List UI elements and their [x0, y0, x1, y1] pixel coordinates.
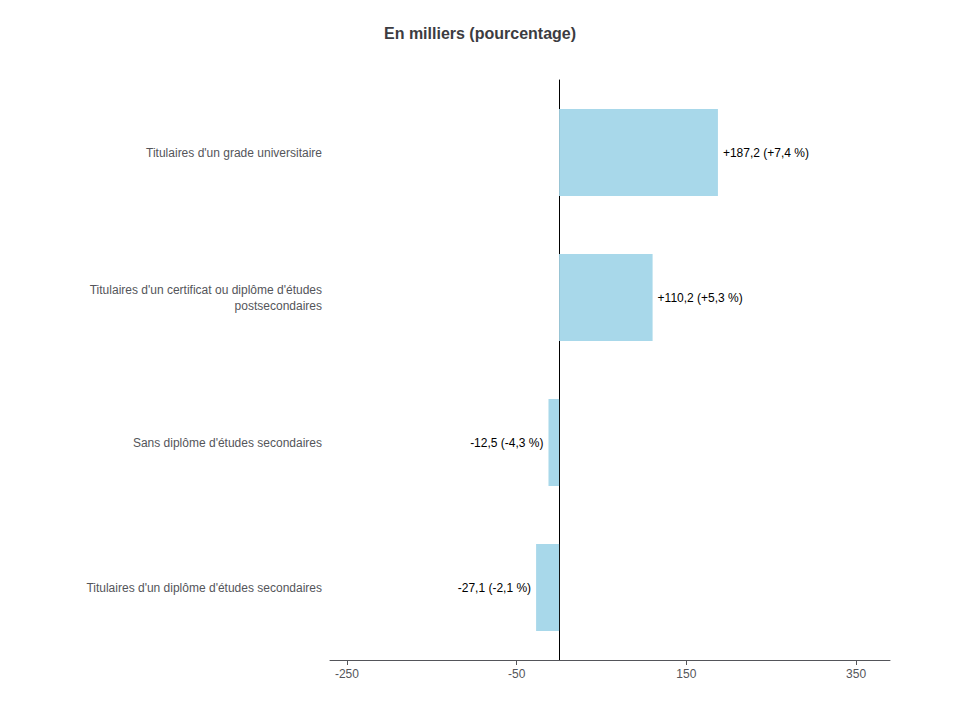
svg-text:350: 350 — [846, 667, 866, 681]
svg-text:-250: -250 — [335, 667, 359, 681]
svg-text:+187,2 (+7,4 %): +187,2 (+7,4 %) — [723, 146, 809, 160]
svg-text:Titulaires d'un grade universi: Titulaires d'un grade universitaire — [146, 146, 322, 160]
svg-text:Titulaires d'un certificat ou: Titulaires d'un certificat ou diplôme d'… — [90, 283, 322, 297]
svg-text:Sans diplôme d'études secondai: Sans diplôme d'études secondaires — [133, 436, 322, 450]
svg-text:-27,1 (-2,1 %): -27,1 (-2,1 %) — [458, 581, 531, 595]
svg-text:En milliers (pourcentage): En milliers (pourcentage) — [384, 25, 576, 42]
svg-text:-50: -50 — [508, 667, 526, 681]
svg-text:Titulaires d'un diplôme d'étud: Titulaires d'un diplôme d'études seconda… — [86, 581, 322, 595]
svg-text:+110,2 (+5,3 %): +110,2 (+5,3 %) — [658, 291, 743, 305]
svg-text:postsecondaires: postsecondaires — [235, 299, 322, 313]
svg-text:150: 150 — [676, 667, 696, 681]
svg-text:-12,5 (-4,3 %): -12,5 (-4,3 %) — [470, 436, 543, 450]
